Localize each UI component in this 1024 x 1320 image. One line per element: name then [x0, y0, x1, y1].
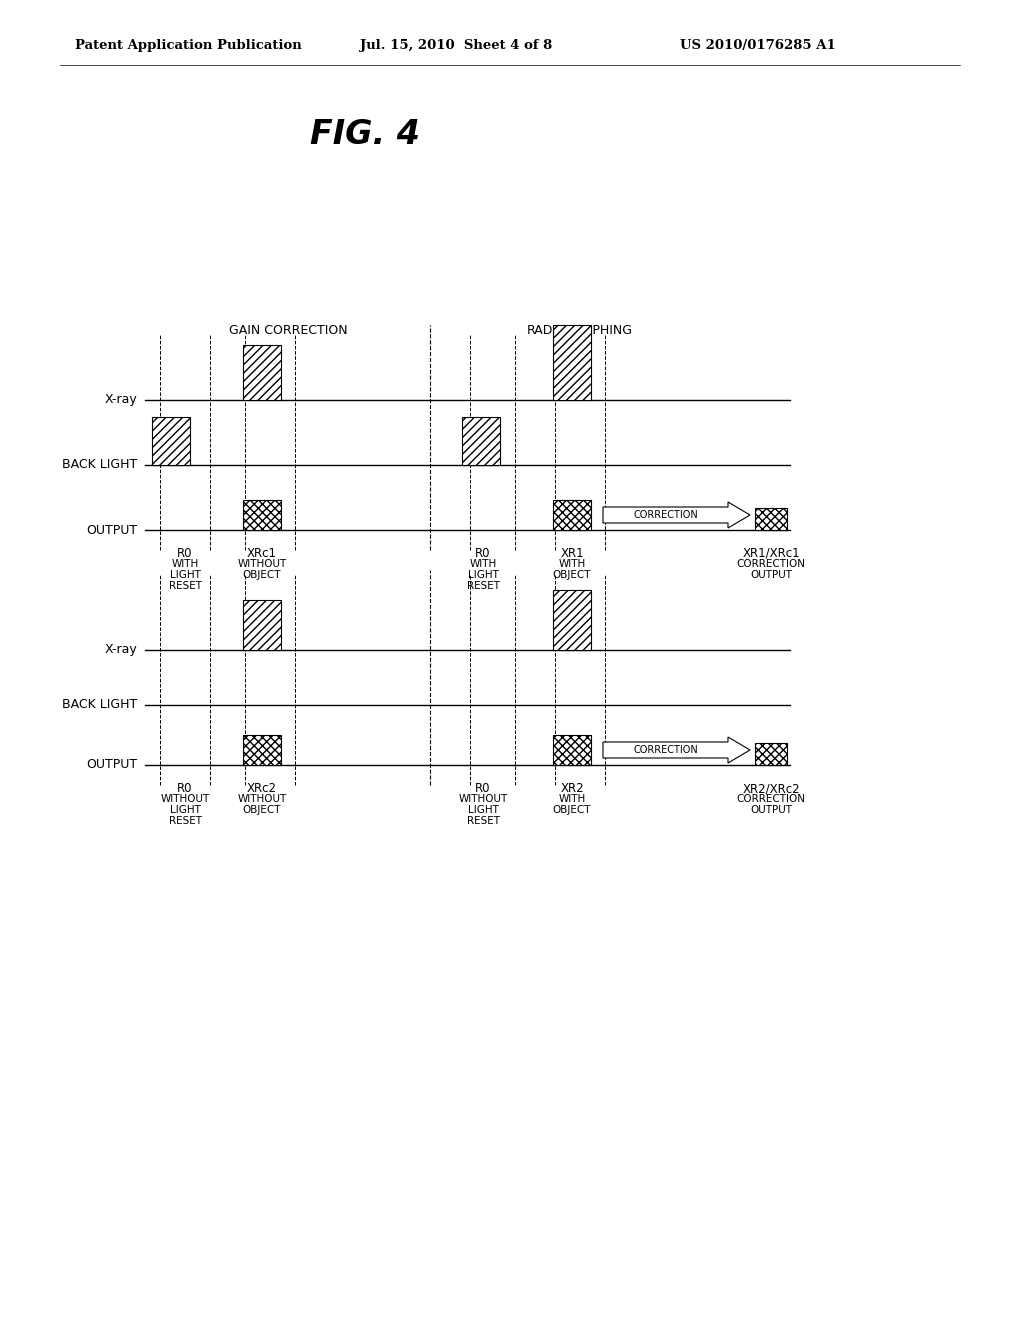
Text: RESET: RESET — [169, 581, 202, 591]
Text: LIGHT: LIGHT — [468, 570, 499, 579]
Text: XR2: XR2 — [560, 781, 584, 795]
Text: Jul. 15, 2010  Sheet 4 of 8: Jul. 15, 2010 Sheet 4 of 8 — [360, 38, 552, 51]
Text: XR1: XR1 — [560, 546, 584, 560]
Text: RESET: RESET — [169, 816, 202, 826]
Text: RESET: RESET — [467, 581, 500, 591]
Text: LIGHT: LIGHT — [170, 805, 201, 814]
Text: OUTPUT: OUTPUT — [86, 759, 137, 771]
Text: WITH: WITH — [171, 558, 199, 569]
Text: R0: R0 — [475, 781, 490, 795]
Text: OUTPUT: OUTPUT — [86, 524, 137, 536]
Text: CORRECTION: CORRECTION — [736, 558, 806, 569]
Bar — [553, 325, 591, 400]
Bar — [553, 735, 591, 766]
Bar — [462, 417, 500, 465]
Bar — [243, 735, 281, 766]
Text: Patent Application Publication: Patent Application Publication — [75, 38, 302, 51]
Text: CORRECTION: CORRECTION — [633, 510, 698, 520]
Text: US 2010/0176285 A1: US 2010/0176285 A1 — [680, 38, 836, 51]
Bar — [243, 345, 281, 400]
Bar — [755, 508, 787, 531]
Text: R0: R0 — [475, 546, 490, 560]
Text: CORRECTION: CORRECTION — [736, 795, 806, 804]
Text: RESET: RESET — [467, 816, 500, 826]
Text: RADIOGRAPHING: RADIOGRAPHING — [527, 323, 633, 337]
Text: WITHOUT: WITHOUT — [238, 795, 287, 804]
Polygon shape — [603, 737, 750, 763]
Text: OBJECT: OBJECT — [553, 570, 591, 579]
Text: WITH: WITH — [469, 558, 497, 569]
Text: OBJECT: OBJECT — [243, 570, 282, 579]
Text: LIGHT: LIGHT — [468, 805, 499, 814]
Text: X-ray: X-ray — [104, 393, 137, 407]
Text: WITHOUT: WITHOUT — [161, 795, 210, 804]
Text: R0: R0 — [177, 781, 193, 795]
Text: FIG. 4: FIG. 4 — [310, 119, 420, 152]
Bar — [243, 500, 281, 531]
Bar — [553, 500, 591, 531]
Text: BACK LIGHT: BACK LIGHT — [61, 458, 137, 471]
Text: OUTPUT: OUTPUT — [750, 570, 792, 579]
Text: WITH: WITH — [558, 558, 586, 569]
Text: R0: R0 — [177, 546, 193, 560]
Polygon shape — [603, 502, 750, 528]
Text: XR1/XRc1: XR1/XRc1 — [742, 546, 800, 560]
Text: X-ray: X-ray — [104, 644, 137, 656]
Text: CORRECTION: CORRECTION — [633, 744, 698, 755]
Text: WITHOUT: WITHOUT — [459, 795, 508, 804]
Text: XRc1: XRc1 — [247, 546, 278, 560]
Text: OUTPUT: OUTPUT — [750, 805, 792, 814]
Bar — [152, 417, 190, 465]
Text: GAIN CORRECTION: GAIN CORRECTION — [228, 323, 347, 337]
Text: XR2/XRc2: XR2/XRc2 — [742, 781, 800, 795]
Text: LIGHT: LIGHT — [170, 570, 201, 579]
Bar — [243, 601, 281, 649]
Bar — [755, 743, 787, 766]
Bar — [553, 590, 591, 649]
Text: WITHOUT: WITHOUT — [238, 558, 287, 569]
Text: OBJECT: OBJECT — [243, 805, 282, 814]
Text: WITH: WITH — [558, 795, 586, 804]
Text: BACK LIGHT: BACK LIGHT — [61, 698, 137, 711]
Text: OBJECT: OBJECT — [553, 805, 591, 814]
Text: XRc2: XRc2 — [247, 781, 278, 795]
